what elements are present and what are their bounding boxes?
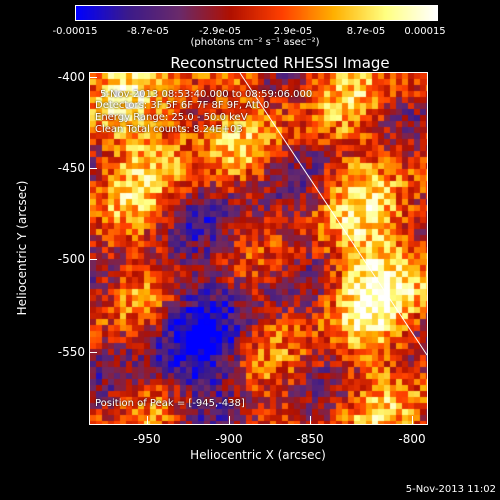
- x-tick-label: -850: [296, 432, 324, 446]
- y-axis-label: Heliocentric Y (arcsec): [15, 180, 29, 316]
- plot-title: Reconstructed RHESSI Image: [170, 54, 390, 72]
- y-tick-mark: [89, 352, 97, 353]
- y-tick-mark: [89, 168, 97, 169]
- peak-position-annotation: Position of Peak = [-945,-438]: [95, 398, 245, 409]
- colorbar-tick-label: -8.7e-05: [127, 26, 169, 37]
- x-tick-label: -800: [398, 432, 426, 446]
- y-tick-label: -400: [57, 70, 85, 84]
- x-tick-label: -900: [215, 432, 243, 446]
- colorbar-tick-label: -2.9e-05: [199, 26, 241, 37]
- x-tick-mark: [412, 416, 413, 424]
- x-tick-mark: [147, 416, 148, 424]
- colorbar-tick-label: 8.7e-05: [346, 26, 386, 37]
- limb-line-overlay: [239, 73, 427, 356]
- energy-range-annotation: Energy Range: 25.0 - 50.0 keV: [95, 112, 248, 123]
- detectors-annotation: Detectors: 3F 5F 6F 7F 8F 9F, Att 0: [95, 100, 270, 111]
- colorbar-tick-label: -0.00015: [52, 26, 98, 37]
- colorbar-tick-label: 2.9e-05: [273, 26, 313, 37]
- plot-frame: [89, 72, 428, 425]
- time-range-annotation: 5-Nov-2013 08:53:40.000 to 08:59:06.000: [100, 89, 313, 100]
- y-tick-label: -550: [57, 345, 85, 359]
- x-tick-mark: [229, 416, 230, 424]
- colorbar: [75, 5, 438, 21]
- x-tick-mark: [310, 416, 311, 424]
- plot-timestamp: 5-Nov-2013 11:02: [405, 484, 496, 495]
- rhessi-image: [90, 73, 427, 424]
- y-tick-mark: [89, 259, 97, 260]
- colorbar-tick-label: 0.00015: [404, 26, 446, 37]
- y-tick-mark: [89, 77, 97, 78]
- colorbar-unit-label: (photons cm⁻² s⁻¹ asec⁻²): [190, 37, 320, 48]
- y-tick-label: -500: [57, 252, 85, 266]
- method-annotation: Clean Total counts: 8.24E+03: [95, 124, 243, 135]
- x-axis-label: Heliocentric X (arcsec): [190, 448, 326, 462]
- y-tick-label: -450: [57, 161, 85, 175]
- x-tick-label: -950: [133, 432, 161, 446]
- solar-limb-line: [239, 73, 427, 356]
